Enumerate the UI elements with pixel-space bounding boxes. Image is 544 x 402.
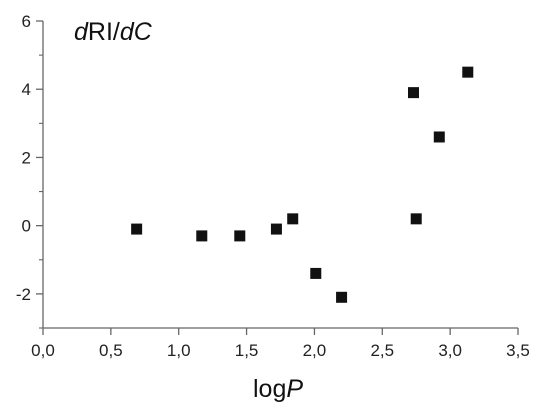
y-title-ri: RI/ bbox=[88, 18, 120, 46]
x-tick-label-6: 3,0 bbox=[438, 341, 462, 360]
data-point-10 bbox=[462, 66, 474, 78]
y-tick-label-0: -2 bbox=[16, 285, 31, 304]
data-point-5 bbox=[310, 267, 322, 279]
data-point-4 bbox=[287, 213, 299, 225]
x-title-log: log bbox=[253, 375, 286, 402]
data-point-9 bbox=[433, 131, 445, 143]
x-title-p: P bbox=[286, 375, 303, 402]
data-point-8 bbox=[410, 213, 422, 225]
y-tick-label-3: 4 bbox=[22, 80, 31, 99]
x-tick-label-2: 1,0 bbox=[167, 341, 191, 360]
data-point-1 bbox=[196, 230, 208, 242]
x-tick-label-0: 0,0 bbox=[31, 341, 55, 360]
data-point-7 bbox=[408, 87, 419, 99]
x-ticks: 0,0 0,5 1,0 1,5 2,0 2,5 3,0 3,5 bbox=[31, 328, 530, 360]
x-tick-label-4: 2,0 bbox=[303, 341, 327, 360]
y-tick-label-1: 0 bbox=[22, 217, 31, 236]
y-title-d: d bbox=[74, 18, 89, 46]
y-tick-label-4: 6 bbox=[22, 12, 31, 31]
y-axis-title: dRI/dC bbox=[74, 18, 153, 46]
x-axis-title: logP bbox=[253, 375, 303, 402]
data-points bbox=[131, 66, 474, 303]
y-title-dc: dC bbox=[120, 18, 153, 46]
axes bbox=[42, 21, 518, 329]
y-tick-label-2: 2 bbox=[22, 148, 31, 167]
data-point-2 bbox=[234, 230, 246, 242]
x-tick-label-7: 3,5 bbox=[506, 341, 530, 360]
data-point-0 bbox=[131, 223, 143, 235]
y-ticks: -2 0 2 4 6 bbox=[16, 12, 43, 329]
x-tick-label-1: 0,5 bbox=[99, 341, 123, 360]
data-point-6 bbox=[336, 291, 348, 303]
x-tick-label-5: 2,5 bbox=[370, 341, 394, 360]
data-point-3 bbox=[270, 223, 282, 235]
x-tick-label-3: 1,5 bbox=[235, 341, 259, 360]
